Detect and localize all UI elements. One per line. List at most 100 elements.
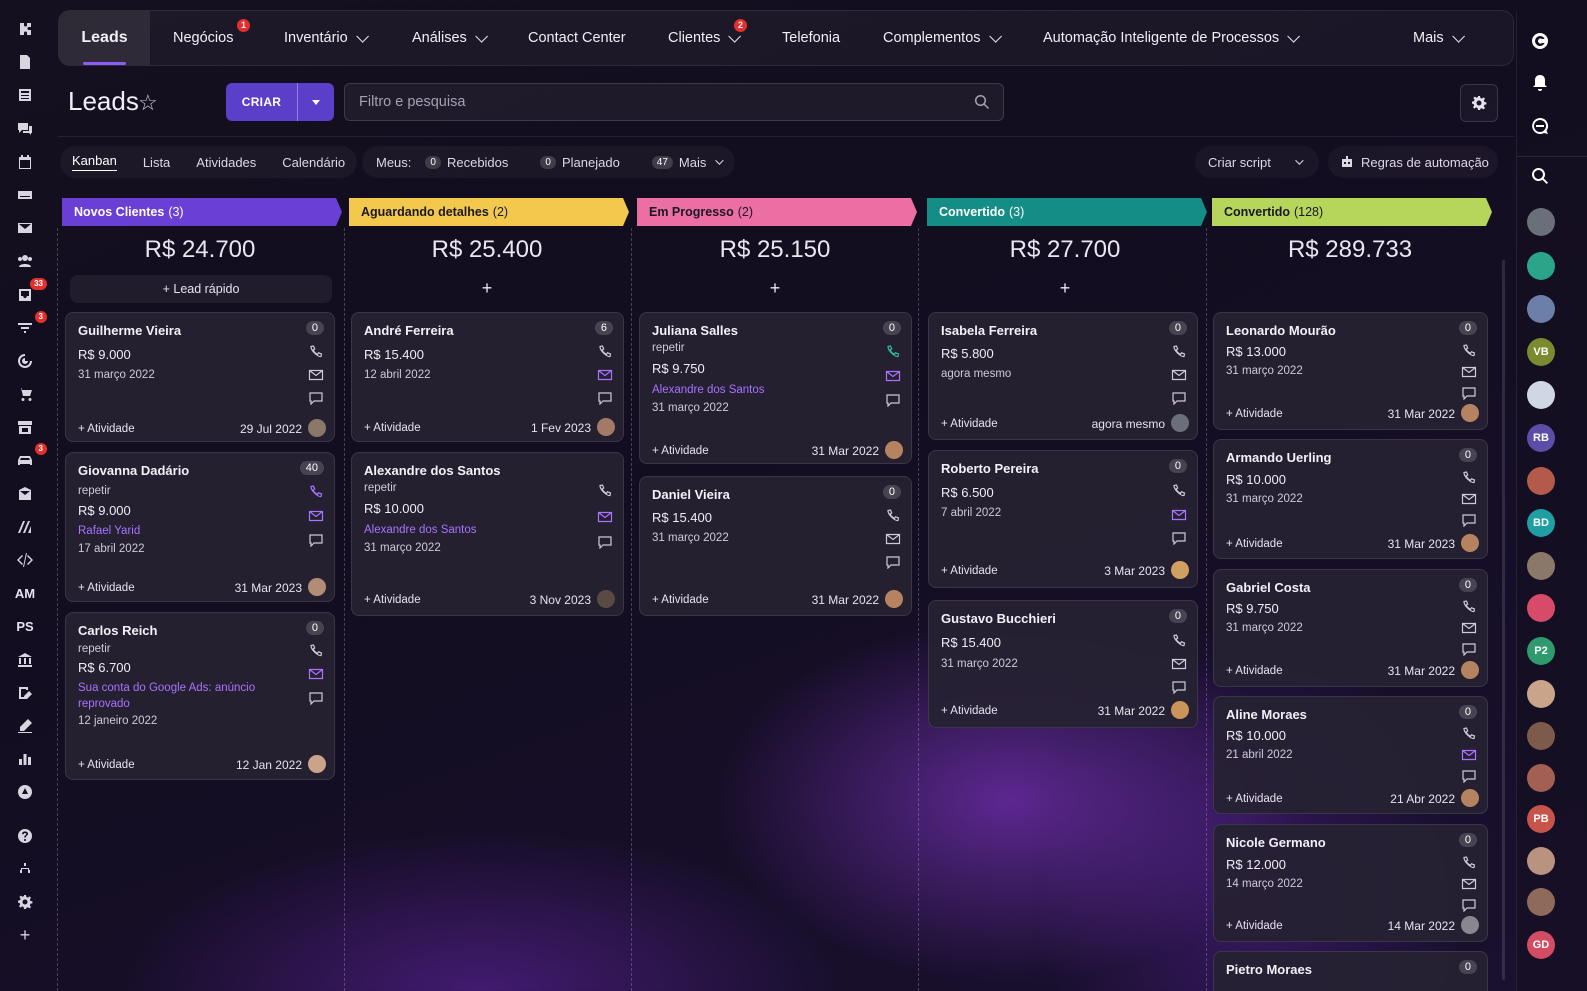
nav-contact-center[interactable]: Contact Center (528, 11, 626, 65)
linked-contact[interactable]: Rafael Yarid (78, 525, 141, 537)
lead-card[interactable]: Alexandre dos Santos repetir R$ 10.000 A… (351, 452, 624, 616)
avatar[interactable] (1527, 552, 1555, 580)
avatar[interactable] (597, 418, 615, 436)
help-icon[interactable] (14, 825, 36, 847)
avatar[interactable] (1527, 722, 1555, 750)
column-header-novos[interactable] (62, 198, 342, 226)
lead-card[interactable]: Giovanna Dadário 40 repetir R$ 9.000 Raf… (65, 452, 335, 602)
phone-icon[interactable] (1171, 484, 1187, 498)
search-icon[interactable] (1529, 165, 1551, 187)
lead-name[interactable]: Isabela Ferreira (941, 323, 1038, 338)
avatar[interactable] (1527, 680, 1555, 708)
phone-icon[interactable] (1171, 634, 1187, 648)
rail-text-ps[interactable]: PS (16, 618, 34, 634)
bank-icon[interactable] (14, 649, 36, 671)
mail-icon[interactable] (14, 217, 36, 239)
star-icon[interactable]: ☆ (138, 90, 158, 115)
add-activity-button[interactable]: + Atividade (364, 422, 421, 434)
add-card-button[interactable]: + (769, 278, 781, 298)
search-input[interactable] (344, 83, 1004, 121)
add-activity-button[interactable]: + Atividade (1226, 665, 1283, 677)
create-dropdown[interactable] (298, 83, 334, 121)
add-activity-button[interactable]: + Atividade (941, 418, 998, 430)
phone-icon[interactable] (1461, 856, 1477, 870)
avatar[interactable] (885, 441, 903, 459)
comment-icon[interactable] (1171, 680, 1187, 694)
lead-card[interactable]: Juliana Salles 0 repetir R$ 9.750 Alexan… (639, 312, 912, 464)
add-activity-button[interactable]: + Atividade (78, 423, 135, 435)
mail-icon[interactable] (1461, 748, 1477, 762)
settings-icon[interactable] (14, 891, 36, 913)
comment-icon[interactable] (1461, 513, 1477, 527)
add-card-button[interactable]: + (481, 278, 493, 298)
phone-icon[interactable] (1461, 344, 1477, 358)
avatar[interactable]: VB (1527, 338, 1555, 366)
avatar[interactable] (1171, 414, 1189, 432)
mail-icon[interactable] (308, 509, 324, 523)
lead-card[interactable]: Isabela Ferreira 0 R$ 5.800 agora mesmo … (928, 312, 1198, 440)
phone-missed-icon[interactable] (597, 345, 613, 359)
mail-icon[interactable] (1461, 365, 1477, 379)
nav-complementos[interactable]: Complementos (883, 11, 1002, 65)
mail-icon[interactable] (1461, 877, 1477, 891)
chevron-down-icon[interactable] (1295, 156, 1304, 165)
lead-name[interactable]: Daniel Vieira (652, 487, 730, 502)
comment-icon[interactable] (1461, 898, 1477, 912)
mail-icon[interactable] (597, 510, 613, 524)
add-icon[interactable]: + (19, 924, 31, 945)
bar-chart-icon[interactable] (14, 748, 36, 770)
avatar[interactable]: RB (1527, 424, 1555, 452)
avatar[interactable] (1171, 701, 1189, 719)
add-activity-button[interactable]: + Atividade (1226, 920, 1283, 932)
mail-icon[interactable] (885, 532, 901, 546)
lead-card[interactable]: Guilherme Vieira 0 R$ 9.000 31 março 202… (65, 312, 335, 442)
linked-contact[interactable]: Alexandre dos Santos (364, 524, 477, 536)
view-atividades[interactable]: Atividades (196, 154, 257, 170)
add-activity-button[interactable]: + Atividade (652, 594, 709, 606)
mail-icon[interactable] (597, 368, 613, 382)
filter-icon[interactable]: 3 (14, 310, 47, 339)
scrollbar[interactable] (1502, 260, 1505, 980)
phone-missed-icon[interactable] (597, 484, 613, 498)
avatar[interactable] (1527, 467, 1555, 495)
more-filter[interactable]: Mais (678, 154, 707, 170)
column-header-convertido-2[interactable] (1212, 198, 1492, 226)
view-kanban[interactable]: Kanban (72, 153, 117, 171)
comment-icon[interactable] (1171, 391, 1187, 405)
settings-button[interactable] (1460, 84, 1498, 122)
add-activity-button[interactable]: + Atividade (652, 445, 709, 457)
nav-analises[interactable]: Análises (412, 11, 488, 65)
avatar[interactable] (1527, 594, 1555, 622)
phone-icon[interactable] (1461, 727, 1477, 741)
linked-contact[interactable]: Alexandre dos Santos (652, 384, 765, 396)
nav-telefonia[interactable]: Telefonia (782, 11, 840, 65)
phone-icon[interactable] (1171, 345, 1187, 359)
column-header-convertido[interactable] (927, 198, 1207, 226)
lead-card[interactable]: Gustavo Bucchieri 0 R$ 15.400 31 março 2… (928, 600, 1198, 728)
phone-icon[interactable] (308, 345, 324, 359)
rail-text-am[interactable]: AM (14, 585, 36, 601)
comment-icon[interactable] (597, 535, 613, 549)
phone-icon[interactable] (308, 644, 324, 658)
lead-name[interactable]: André Ferreira (364, 323, 454, 338)
mail-icon[interactable] (1461, 621, 1477, 635)
phone-icon[interactable] (1461, 600, 1477, 614)
avatar[interactable] (1171, 561, 1189, 579)
add-activity-button[interactable]: + Atividade (1226, 538, 1283, 550)
chevron-down-icon[interactable] (715, 156, 725, 165)
avatar[interactable] (1461, 534, 1479, 552)
document-icon[interactable] (14, 51, 36, 73)
received-filter[interactable]: Recebidos (446, 154, 509, 170)
lead-name[interactable]: Carlos Reich (78, 623, 158, 638)
lead-card[interactable]: Roberto Pereira 0 R$ 6.500 7 abril 2022 … (928, 450, 1198, 588)
mail-icon[interactable] (1171, 508, 1187, 522)
comment-icon[interactable] (1461, 769, 1477, 783)
avatar[interactable] (308, 755, 326, 773)
avatar[interactable] (308, 419, 326, 437)
search-icon[interactable] (974, 94, 990, 110)
calendar-icon[interactable] (14, 151, 36, 173)
comment-icon[interactable] (1461, 386, 1477, 400)
avatar[interactable] (1527, 847, 1555, 875)
mail-icon[interactable] (308, 368, 324, 382)
avatar[interactable] (1527, 764, 1555, 792)
